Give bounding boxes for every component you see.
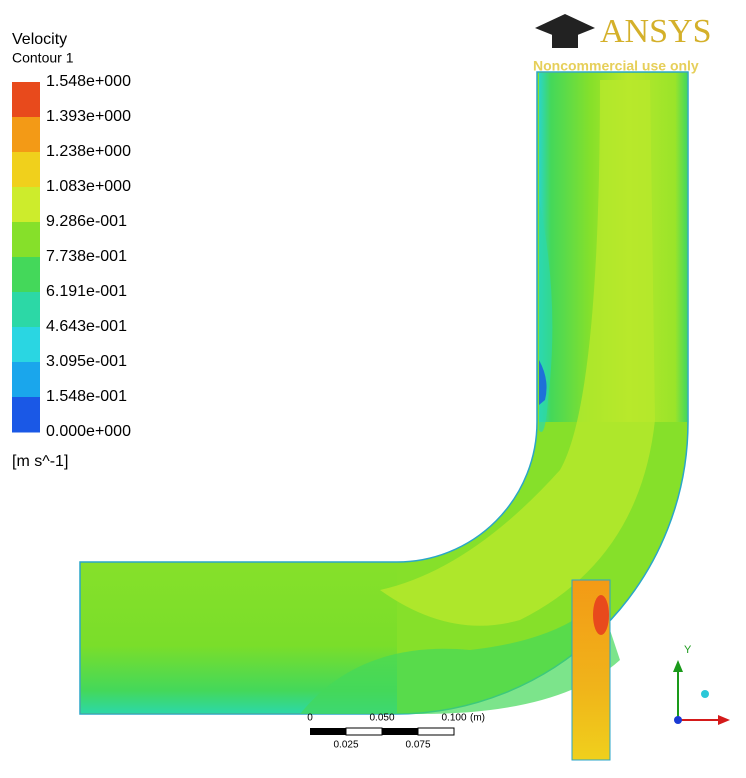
y-arrow xyxy=(673,660,683,672)
z-axis xyxy=(674,716,682,724)
scale-label: (m) xyxy=(470,713,485,724)
legend-subtitle: Contour 1 xyxy=(12,50,74,66)
legend-swatch xyxy=(12,152,40,188)
legend-label: 7.738e-001 xyxy=(46,248,127,265)
legend-swatch xyxy=(12,292,40,328)
legend-title: Velocity xyxy=(12,31,67,48)
legend-label: 1.393e+000 xyxy=(46,108,131,125)
logo: ANSYS Noncommercial use only xyxy=(533,13,711,74)
scale-label: 0.025 xyxy=(333,740,358,751)
legend-label: 4.643e-001 xyxy=(46,318,127,335)
scale-bar: 0 0.050 0.100 (m) 0.025 0.075 xyxy=(307,713,485,751)
scale-label: 0 xyxy=(307,713,313,724)
legend-swatch xyxy=(12,82,40,118)
scale-segment xyxy=(310,728,346,735)
legend: Velocity Contour 1 [m s^-1] 1.548e+000 1.… xyxy=(12,31,131,470)
scale-label: 0.050 xyxy=(369,713,394,724)
legend-swatch xyxy=(12,257,40,293)
pipe xyxy=(79,71,689,715)
scale-segment xyxy=(382,728,418,735)
light-indicator xyxy=(701,690,709,698)
core-flow xyxy=(380,80,655,626)
logo-cap-base xyxy=(552,32,578,48)
legend-swatch xyxy=(12,117,40,153)
legend-unit: [m s^-1] xyxy=(12,453,68,470)
scale-label: 0.075 xyxy=(405,740,430,751)
legend-swatch xyxy=(12,362,40,398)
axis-triad: Y xyxy=(673,644,730,725)
legend-label: 1.238e+000 xyxy=(46,143,131,160)
lower-layer xyxy=(300,600,620,714)
logo-cap xyxy=(535,14,595,40)
legend-swatch xyxy=(12,187,40,223)
y-axis-label: Y xyxy=(684,644,692,656)
legend-label: 1.083e+000 xyxy=(46,178,131,195)
scale-label: 0.100 xyxy=(441,713,466,724)
logo-note: Noncommercial use only xyxy=(533,58,699,74)
legend-label: 0.000e+000 xyxy=(46,423,131,440)
scale-segment xyxy=(417,727,455,736)
low-velocity xyxy=(539,360,547,405)
legend-label: 1.548e-001 xyxy=(46,388,127,405)
legend-label: 3.095e-001 xyxy=(46,353,127,370)
legend-swatch xyxy=(12,327,40,363)
logo-name: ANSYS xyxy=(600,13,711,50)
scale-segment xyxy=(345,727,383,736)
legend-swatch xyxy=(12,222,40,258)
legend-label: 1.548e+000 xyxy=(46,73,131,90)
peak-velocity xyxy=(593,595,609,635)
legend-label: 9.286e-001 xyxy=(46,213,127,230)
x-arrow xyxy=(718,715,730,725)
legend-swatch xyxy=(12,397,40,433)
legend-label: 6.191e-001 xyxy=(46,283,127,300)
